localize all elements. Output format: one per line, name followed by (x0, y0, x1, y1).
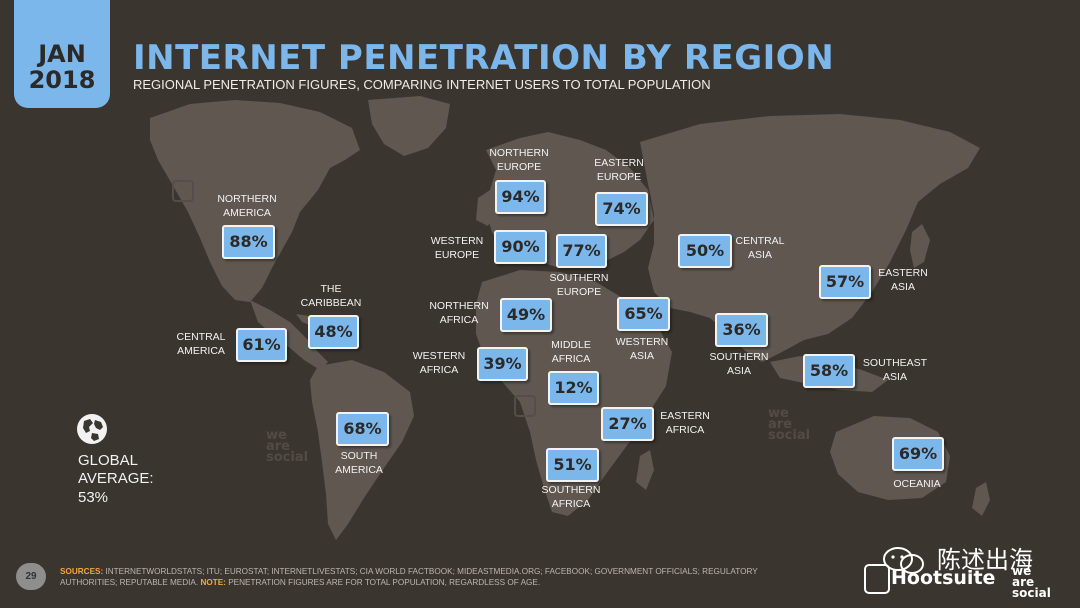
region-value-northern-america: 88% (222, 225, 275, 259)
map-watermark-left: we are social (266, 428, 309, 465)
hootsuite-owl-icon (864, 564, 890, 594)
region-label-eastern-europe: EASTERN EUROPE (594, 157, 644, 183)
global-average-label: GLOBAL AVERAGE: (78, 452, 154, 487)
region-value-northern-africa: 49% (500, 298, 552, 332)
region-label-central-asia: CENTRAL ASIA (735, 235, 785, 261)
owl-watermark-icon (172, 180, 194, 202)
landmass-japan (910, 224, 930, 268)
region-value-eastern-europe: 74% (595, 192, 648, 226)
landmass-north-america (150, 100, 360, 302)
region-label-western-asia: WESTERN ASIA (615, 336, 669, 362)
landmass-central-america (250, 300, 328, 370)
globe-icon (77, 414, 107, 444)
region-value-western-africa: 39% (477, 347, 528, 381)
region-value-southeast-asia: 58% (803, 354, 855, 388)
region-label-southern-europe: SOUTHERN EUROPE (549, 272, 609, 298)
region-label-eastern-asia: EASTERN ASIA (878, 267, 928, 293)
date-month: JAN (38, 40, 86, 68)
region-label-western-europe: WESTERN EUROPE (430, 235, 484, 261)
page-title: INTERNET PENETRATION BY REGION (133, 38, 835, 78)
region-value-the-caribbean: 48% (308, 315, 359, 349)
sources-footnote: SOURCES: INTERNETWORLDSTATS; ITU; EUROST… (60, 566, 780, 588)
region-label-southern-asia: SOUTHERN ASIA (709, 351, 769, 377)
region-value-southern-africa: 51% (546, 448, 599, 482)
region-value-northern-europe: 94% (495, 180, 546, 214)
map-watermark-right: we are social (768, 406, 811, 443)
date-badge: JAN 2018 (14, 0, 110, 108)
global-average-value: 53% (78, 489, 109, 506)
region-label-southern-africa: SOUTHERN AFRICA (541, 484, 601, 510)
region-label-northern-africa: NORTHERN AFRICA (429, 300, 489, 326)
region-label-central-america: CENTRAL AMERICA (176, 331, 226, 357)
region-value-western-asia: 65% (617, 297, 670, 331)
landmass-madagascar (636, 450, 654, 490)
we-are-social-logo: we are social (1012, 564, 1051, 600)
sources-text: INTERNETWORLDSTATS; ITU; EUROSTAT; INTER… (60, 567, 758, 587)
sources-label: SOURCES: (60, 567, 104, 576)
region-label-southeast-asia: SOUTHEAST ASIA (862, 357, 928, 383)
landmass-uk (476, 190, 496, 226)
page-subtitle: REGIONAL PENETRATION FIGURES, COMPARING … (133, 77, 711, 92)
region-value-oceania: 69% (892, 437, 944, 471)
region-value-southern-europe: 77% (556, 234, 607, 268)
landmass-greenland (368, 96, 450, 156)
region-value-middle-africa: 12% (548, 371, 599, 405)
region-value-central-asia: 50% (678, 234, 732, 268)
region-value-western-europe: 90% (494, 230, 547, 264)
region-label-oceania: OCEANIA (893, 478, 941, 490)
region-label-northern-america: NORTHERN AMERICA (217, 193, 277, 219)
note-text: PENETRATION FIGURES ARE FOR TOTAL POPULA… (225, 578, 541, 587)
landmass-south-america (310, 360, 414, 540)
owl-watermark-icon (514, 395, 536, 417)
wechat-icon (883, 547, 924, 574)
note-label: NOTE: (200, 578, 226, 587)
region-value-eastern-asia: 57% (819, 265, 871, 299)
landmass-asia (640, 114, 980, 362)
region-value-south-america: 68% (336, 412, 389, 446)
hootsuite-logo: Hootsuite (891, 567, 996, 589)
region-value-eastern-africa: 27% (601, 407, 654, 441)
region-label-western-africa: WESTERN AFRICA (412, 350, 466, 376)
date-year: 2018 (28, 66, 96, 94)
wechat-account-name: 陈述出海 (937, 547, 1033, 574)
region-label-northern-europe: NORTHERN EUROPE (489, 147, 549, 173)
region-label-eastern-africa: EASTERN AFRICA (660, 410, 710, 436)
region-label-south-america: SOUTH AMERICA (335, 450, 383, 476)
region-value-southern-asia: 36% (715, 313, 768, 347)
region-label-the-caribbean: THE CARIBBEAN (300, 283, 362, 309)
page-number: 29 (16, 563, 46, 590)
region-label-middle-africa: MIDDLE AFRICA (551, 339, 591, 365)
region-value-central-america: 61% (236, 328, 287, 362)
landmass-new-zealand (972, 482, 990, 516)
